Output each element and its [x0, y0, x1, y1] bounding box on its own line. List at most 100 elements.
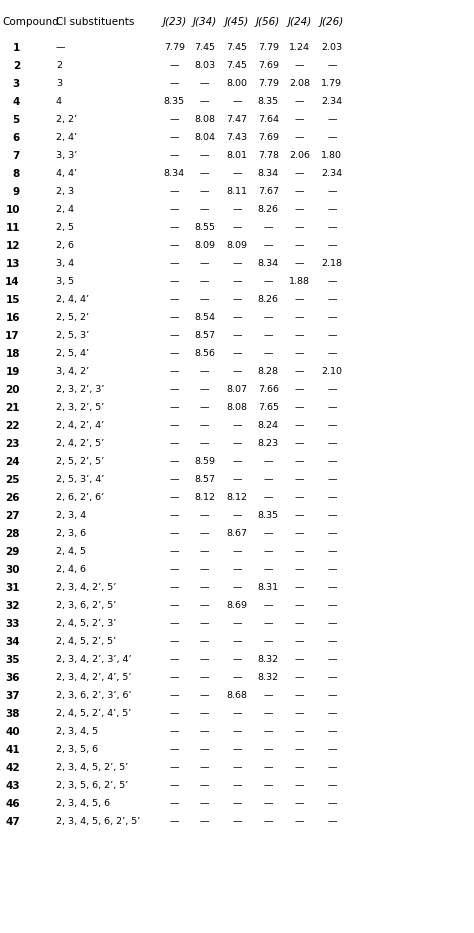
Text: —: — — [327, 457, 337, 466]
Text: —: — — [170, 637, 179, 647]
Text: —: — — [232, 349, 242, 358]
Text: J(34): J(34) — [192, 17, 217, 27]
Text: 7.65: 7.65 — [258, 403, 279, 412]
Text: 7.78: 7.78 — [258, 151, 279, 160]
Text: —: — — [56, 43, 65, 52]
Text: 31: 31 — [5, 583, 20, 593]
Text: —: — — [200, 79, 210, 88]
Text: —: — — [295, 817, 304, 827]
Text: 28: 28 — [5, 529, 20, 539]
Text: —: — — [232, 205, 242, 214]
Text: 2, 6, 2’, 6’: 2, 6, 2’, 6’ — [56, 494, 104, 502]
Text: —: — — [295, 637, 304, 647]
Text: 7.67: 7.67 — [258, 187, 279, 196]
Text: 2, 3, 2’, 3’: 2, 3, 2’, 3’ — [56, 385, 104, 394]
Text: 8.12: 8.12 — [194, 494, 215, 502]
Text: —: — — [232, 457, 242, 466]
Text: —: — — [170, 295, 179, 304]
Text: —: — — [232, 439, 242, 448]
Text: —: — — [170, 727, 179, 736]
Text: —: — — [295, 421, 304, 430]
Text: —: — — [327, 655, 337, 664]
Text: —: — — [200, 403, 210, 412]
Text: 29: 29 — [6, 547, 20, 557]
Text: —: — — [295, 763, 304, 773]
Text: —: — — [170, 800, 179, 808]
Text: —: — — [327, 439, 337, 448]
Text: 2, 3, 4, 2’, 3’, 4’: 2, 3, 4, 2’, 3’, 4’ — [56, 655, 132, 664]
Text: —: — — [232, 331, 242, 340]
Text: 2, 3, 4, 5, 2’, 5’: 2, 3, 4, 5, 2’, 5’ — [56, 763, 128, 773]
Text: —: — — [295, 457, 304, 466]
Text: —: — — [327, 637, 337, 647]
Text: 7.69: 7.69 — [258, 61, 279, 70]
Text: —: — — [295, 295, 304, 304]
Text: —: — — [327, 511, 337, 520]
Text: —: — — [295, 367, 304, 376]
Text: 21: 21 — [5, 403, 20, 413]
Text: —: — — [264, 565, 273, 574]
Text: 8.35: 8.35 — [258, 511, 279, 520]
Text: 2, 5, 4’: 2, 5, 4’ — [56, 349, 89, 358]
Text: —: — — [327, 763, 337, 773]
Text: 2, 4: 2, 4 — [56, 205, 74, 214]
Text: —: — — [170, 187, 179, 196]
Text: —: — — [200, 385, 210, 394]
Text: —: — — [170, 61, 179, 70]
Text: 1.80: 1.80 — [321, 151, 342, 160]
Text: —: — — [170, 583, 179, 592]
Text: —: — — [327, 205, 337, 214]
Text: —: — — [200, 565, 210, 574]
Text: 5: 5 — [13, 115, 20, 125]
Text: —: — — [295, 565, 304, 574]
Text: —: — — [295, 115, 304, 124]
Text: —: — — [295, 403, 304, 412]
Text: —: — — [232, 620, 242, 628]
Text: —: — — [295, 349, 304, 358]
Text: —: — — [200, 817, 210, 827]
Text: 8.24: 8.24 — [258, 421, 279, 430]
Text: —: — — [295, 241, 304, 250]
Text: —: — — [327, 313, 337, 322]
Text: 8.32: 8.32 — [258, 655, 279, 664]
Text: J(26): J(26) — [319, 17, 344, 27]
Text: 2, 2’: 2, 2’ — [56, 115, 77, 124]
Text: —: — — [264, 331, 273, 340]
Text: 2, 3: 2, 3 — [56, 187, 74, 196]
Text: —: — — [170, 620, 179, 628]
Text: —: — — [295, 494, 304, 502]
Text: 8.01: 8.01 — [227, 151, 247, 160]
Text: —: — — [170, 529, 179, 538]
Text: —: — — [232, 367, 242, 376]
Text: J(24): J(24) — [287, 17, 312, 27]
Text: —: — — [200, 583, 210, 592]
Text: —: — — [170, 133, 179, 142]
Text: 6: 6 — [13, 133, 20, 143]
Text: 8.26: 8.26 — [258, 205, 279, 214]
Text: 2.34: 2.34 — [321, 169, 342, 178]
Text: —: — — [170, 331, 179, 340]
Text: —: — — [170, 547, 179, 556]
Text: —: — — [200, 674, 210, 682]
Text: —: — — [327, 691, 337, 700]
Text: —: — — [232, 800, 242, 808]
Text: 2, 4, 5: 2, 4, 5 — [56, 547, 86, 556]
Text: —: — — [264, 691, 273, 700]
Text: —: — — [327, 800, 337, 808]
Text: —: — — [232, 97, 242, 106]
Text: 8.04: 8.04 — [194, 133, 215, 142]
Text: —: — — [170, 691, 179, 700]
Text: 2, 4, 5, 2’, 4’, 5’: 2, 4, 5, 2’, 4’, 5’ — [56, 709, 131, 718]
Text: 2, 3, 4, 2’, 5’: 2, 3, 4, 2’, 5’ — [56, 583, 116, 592]
Text: —: — — [295, 133, 304, 142]
Text: 2, 3, 4, 5: 2, 3, 4, 5 — [56, 727, 98, 736]
Text: 8.55: 8.55 — [194, 223, 215, 232]
Text: 2.34: 2.34 — [321, 97, 342, 106]
Text: —: — — [264, 727, 273, 736]
Text: —: — — [200, 259, 210, 268]
Text: —: — — [327, 583, 337, 592]
Text: —: — — [232, 313, 242, 322]
Text: 4, 4’: 4, 4’ — [56, 169, 77, 178]
Text: —: — — [170, 115, 179, 124]
Text: 8.08: 8.08 — [227, 403, 247, 412]
